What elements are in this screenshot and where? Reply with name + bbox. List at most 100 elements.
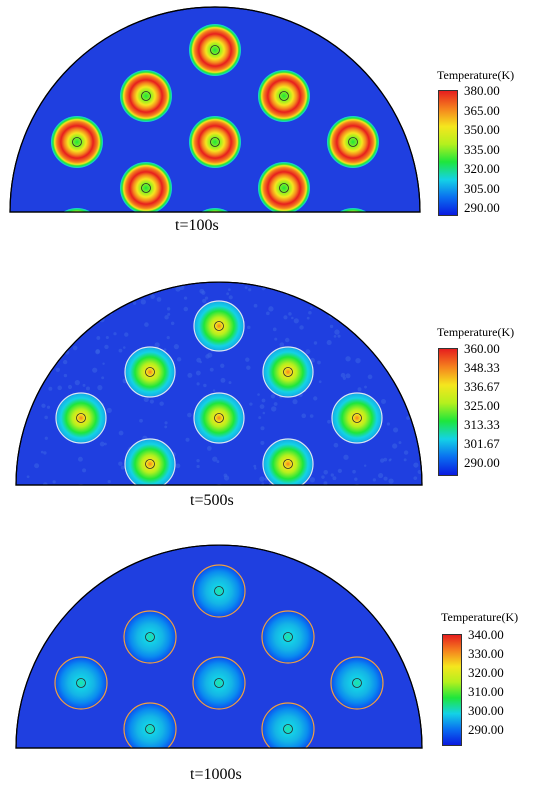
noise-speck <box>196 459 199 462</box>
noise-speck <box>308 311 312 315</box>
noise-speck <box>27 475 30 478</box>
noise-speck <box>196 371 201 376</box>
noise-speck <box>53 480 56 483</box>
noise-speck <box>197 382 200 385</box>
noise-speck <box>185 438 189 442</box>
noise-speck <box>260 426 264 430</box>
pipe-temperature-spot <box>258 70 310 122</box>
noise-speck <box>187 373 192 378</box>
noise-speck <box>317 361 321 365</box>
noise-speck <box>387 422 390 425</box>
noise-speck <box>368 375 373 380</box>
noise-speck <box>338 335 341 338</box>
pipe-core <box>353 771 362 780</box>
noise-speck <box>262 399 266 403</box>
noise-speck <box>334 443 339 448</box>
noise-speck <box>226 292 229 295</box>
noise-speck <box>119 431 124 436</box>
noise-speck <box>155 342 160 347</box>
noise-speck <box>288 312 292 316</box>
noise-speck <box>96 349 100 353</box>
pipe-temperature-spot <box>327 208 379 260</box>
noise-speck <box>47 406 50 409</box>
noise-speck <box>83 384 86 387</box>
pipe-outer-ring <box>331 749 383 792</box>
noise-speck <box>202 299 206 303</box>
legend-title: Temperature(K) <box>437 325 514 340</box>
noise-speck <box>327 340 332 345</box>
noise-speck <box>176 463 181 468</box>
noise-speck <box>196 358 201 363</box>
noise-speck <box>171 322 174 325</box>
noise-speck <box>139 419 143 423</box>
noise-speck <box>41 451 44 454</box>
pipe-outer-ring <box>55 749 107 792</box>
noise-speck <box>364 386 367 389</box>
pipe-temperature-spot <box>189 116 241 168</box>
noise-speck <box>260 404 265 409</box>
noise-speck <box>245 286 248 289</box>
noise-speck <box>310 477 315 482</box>
noise-speck <box>273 328 277 332</box>
noise-speck <box>229 381 232 384</box>
noise-speck <box>174 344 179 349</box>
noise-speck <box>164 315 168 319</box>
noise-speck <box>167 307 170 310</box>
noise-speck <box>57 386 62 391</box>
noise-speck <box>124 332 128 336</box>
colorbar-tick-label: 336.67 <box>464 380 500 393</box>
noise-speck <box>378 473 383 478</box>
noise-speck <box>341 373 346 378</box>
noise-speck <box>64 374 67 377</box>
noise-speck <box>406 416 410 420</box>
noise-speck <box>352 470 356 474</box>
pipe-core <box>349 230 358 239</box>
noise-speck <box>102 362 104 364</box>
noise-speck <box>123 346 126 349</box>
noise-speck <box>86 387 90 391</box>
pipe-temperature-spot <box>120 70 172 122</box>
noise-speck <box>207 353 212 358</box>
noise-speck <box>346 373 351 378</box>
noise-speck <box>292 399 297 404</box>
colorbar-tick-label: 348.33 <box>464 361 500 374</box>
colorbar-tick-label: 340.00 <box>468 628 504 641</box>
temperature-field <box>0 0 430 215</box>
noise-speck <box>75 380 80 385</box>
noise-speck <box>100 442 105 447</box>
noise-speck <box>263 412 266 415</box>
noise-speck <box>108 480 111 483</box>
noise-speck <box>399 441 402 444</box>
noise-speck <box>334 329 339 334</box>
noise-speck <box>330 325 333 328</box>
noise-speck <box>207 446 212 451</box>
noise-speck <box>118 461 122 465</box>
noise-speck <box>177 357 181 361</box>
noise-speck <box>41 404 45 408</box>
noise-speck <box>213 389 216 392</box>
noise-speck <box>305 349 310 354</box>
colorbar-tick-label: 310.00 <box>468 685 504 698</box>
noise-speck <box>199 289 204 294</box>
noise-speck <box>43 451 46 454</box>
noise-speck <box>355 358 360 363</box>
noise-speck <box>331 473 334 476</box>
noise-speck <box>245 357 249 361</box>
noise-speck <box>157 297 162 302</box>
noise-speck <box>133 301 136 304</box>
colorbar-tick-label: 320.00 <box>468 666 504 679</box>
noise-speck <box>413 462 418 467</box>
pipe-core <box>353 506 362 515</box>
colorbar <box>438 348 458 476</box>
noise-speck <box>381 399 386 404</box>
noise-speck <box>184 307 189 312</box>
pipe-temperature-spot <box>120 162 172 214</box>
colorbar-tick-label: 290.00 <box>464 456 500 469</box>
noise-speck <box>212 457 217 462</box>
noise-speck <box>196 465 199 468</box>
colorbar-tick-label: 301.67 <box>464 437 500 450</box>
noise-speck <box>248 288 251 291</box>
colorbar-tick-label: 380.00 <box>464 84 500 97</box>
noise-speck <box>68 385 72 389</box>
noise-speck <box>319 380 322 383</box>
